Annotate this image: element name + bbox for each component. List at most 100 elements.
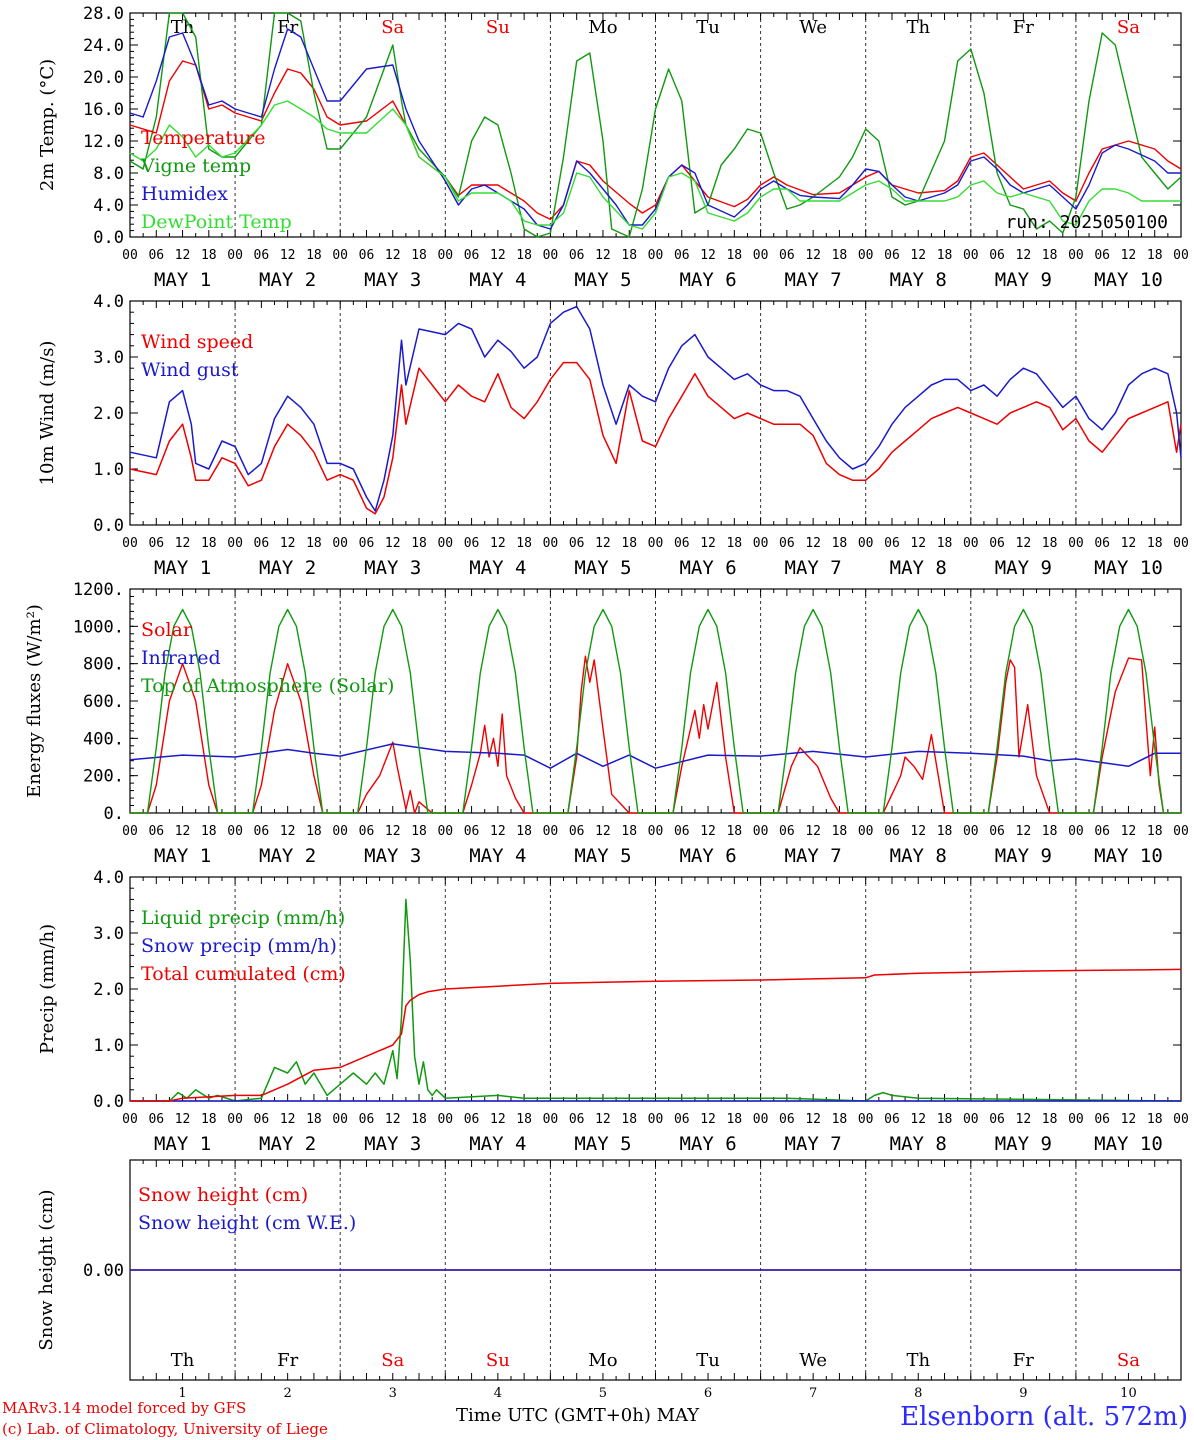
x-date-label: MAY 5	[574, 1133, 631, 1155]
day-name-label: Th	[906, 1350, 930, 1371]
x-hour-label: 18	[1147, 824, 1163, 839]
x-hour-label: 18	[726, 536, 742, 551]
legend-entry: DewPoint Temp	[141, 211, 292, 233]
x-hour-label: 00	[227, 1112, 243, 1127]
day-number-label: 3	[389, 1386, 397, 1401]
x-date-label: MAY 1	[154, 557, 211, 579]
x-hour-label: 18	[937, 1112, 953, 1127]
x-date-label: MAY 2	[259, 845, 316, 867]
x-hour-label: 06	[359, 536, 375, 551]
x-date-label: MAY 4	[469, 557, 526, 579]
day-name-label: Th	[906, 17, 930, 38]
day-number-label: 7	[809, 1386, 817, 1401]
y-axis-label: Snow height (cm)	[36, 1189, 57, 1350]
legend-entry: Liquid precip (mm/h)	[141, 907, 345, 929]
x-date-label: MAY 3	[364, 1133, 421, 1155]
x-date-label: MAY 6	[679, 845, 736, 867]
panel-5: 0.00 Snow height (cm) Th Fr Sa Su Mo Tu We Th Fr Sa…	[36, 1159, 1182, 1401]
station-name: Elsenborn (alt. 572m)	[900, 1402, 1188, 1432]
x-hour-label: 00	[1068, 536, 1084, 551]
day-name-label: Mo	[588, 1350, 617, 1371]
x-hour-label: 00	[648, 1112, 664, 1127]
day-name-label: Su	[486, 17, 510, 38]
model-credit: MARv3.14 model forced by GFS	[2, 1399, 247, 1417]
x-date-label: MAY 4	[469, 845, 526, 867]
x-date-label: MAY 9	[995, 845, 1052, 867]
x-hour-label: 12	[910, 536, 926, 551]
x-hour-label: 12	[280, 1112, 296, 1127]
x-hour-label: 12	[1121, 1112, 1137, 1127]
panel-4: 0.0 1.0 2.0 3.0 4.0 Precip (mm/h) 00 06 12 18 00 06…	[37, 868, 1189, 1155]
day-number-label: 9	[1019, 1386, 1027, 1401]
x-date-label: MAY 6	[679, 557, 736, 579]
x-hour-label: 06	[569, 536, 585, 551]
x-hour-label: 06	[359, 1112, 375, 1127]
x-date-label: MAY 3	[364, 845, 421, 867]
x-hour-label: 12	[595, 1112, 611, 1127]
day-name-label: Sa	[381, 17, 404, 38]
x-hour-label: 06	[989, 248, 1005, 263]
x-hour-label: 00	[963, 1112, 979, 1127]
x-hour-label: 06	[779, 248, 795, 263]
y-tick-label: 800.	[83, 655, 124, 675]
x-date-label: MAY 9	[995, 269, 1052, 291]
x-hour-label: 18	[726, 1112, 742, 1127]
x-hour-label: 06	[464, 1112, 480, 1127]
legend-entry: Total cumulated (cm)	[141, 963, 346, 985]
x-hour-label: 06	[464, 248, 480, 263]
x-hour-label: 00	[858, 824, 874, 839]
day-name-label: Su	[486, 1350, 510, 1371]
x-hour-label: 06	[569, 1112, 585, 1127]
day-number-label: 2	[284, 1386, 292, 1401]
x-hour-label: 12	[490, 536, 506, 551]
x-date-label: MAY 8	[890, 557, 947, 579]
legend-entry: Wind gust	[141, 359, 239, 381]
x-hour-label: 12	[910, 248, 926, 263]
day-name-label: Tu	[696, 17, 720, 38]
day-name-label: Fr	[1013, 1350, 1034, 1371]
x-date-label: MAY 2	[259, 1133, 316, 1155]
y-tick-label: 1.0	[93, 1036, 124, 1056]
day-name-label: Th	[171, 1350, 195, 1371]
x-hour-label: 06	[254, 1112, 270, 1127]
x-hour-label: 18	[1147, 536, 1163, 551]
legend-entry: Top of Atmosphere (Solar)	[141, 675, 394, 697]
x-hour-label: 18	[621, 248, 637, 263]
x-hour-label: 00	[122, 536, 138, 551]
x-hour-label: 00	[227, 248, 243, 263]
x-hour-label: 06	[148, 824, 164, 839]
x-hour-label: 06	[464, 536, 480, 551]
x-hour-label: 12	[700, 824, 716, 839]
x-hour-label: 06	[884, 1112, 900, 1127]
x-date-label: MAY 3	[364, 557, 421, 579]
x-hour-label: 12	[1121, 248, 1137, 263]
y-axis-label: 10m Wind (m/s)	[37, 341, 58, 486]
day-number-label: 6	[704, 1386, 712, 1401]
x-hour-label: 00	[753, 1112, 769, 1127]
x-date-label: MAY 6	[679, 1133, 736, 1155]
x-date-label: MAY 10	[1094, 845, 1163, 867]
y-tick-label: 8.0	[93, 164, 124, 184]
x-hour-label: 12	[280, 824, 296, 839]
x-hour-label: 00	[963, 536, 979, 551]
day-number-label: 1	[178, 1386, 186, 1401]
legend-entry: Snow precip (mm/h)	[141, 935, 337, 957]
x-hour-label: 06	[1094, 248, 1110, 263]
series-line-liquid-precip-mm-h	[130, 898, 1182, 1102]
x-hour-label: 00	[543, 824, 559, 839]
x-hour-label: 00	[1068, 248, 1084, 263]
x-date-label: MAY 9	[995, 1133, 1052, 1155]
series-line-wind-gust	[129, 305, 1182, 512]
series-line-temperature	[129, 60, 1182, 221]
x-hour-label: 00	[1173, 824, 1189, 839]
x-hour-label: 06	[674, 824, 690, 839]
x-hour-label: 18	[201, 248, 217, 263]
series-line-humidex	[129, 28, 1181, 230]
x-hour-label: 00	[753, 536, 769, 551]
y-tick-label: 4.0	[93, 292, 124, 312]
y-tick-label: 1.0	[93, 460, 124, 480]
x-hour-label: 18	[201, 1112, 217, 1127]
x-hour-label: 00	[753, 824, 769, 839]
y-axis-label: Precip (mm/h)	[37, 924, 58, 1054]
day-number-label: 5	[599, 1386, 607, 1401]
